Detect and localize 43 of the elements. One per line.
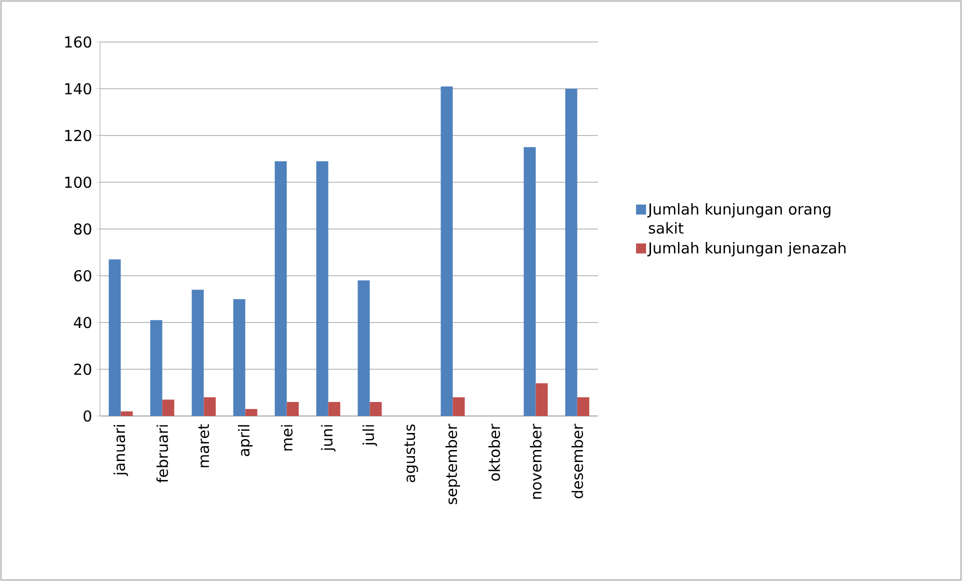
x-tick-label: juni [321,425,336,452]
bar [440,86,453,416]
x-tick-label: februari [156,425,168,483]
bar [316,161,328,416]
y-tick-label: 40 [74,316,92,328]
bar [120,411,133,416]
x-tick-label: september [446,424,460,504]
x-tick-label: oktober [488,424,500,481]
y-tick-label: 20 [74,364,92,375]
bar [274,161,287,416]
bar [233,299,246,416]
y-tick-label: 120 [65,130,92,142]
x-tick-label: november [530,424,542,499]
y-tick-label: 80 [74,223,92,235]
bar [452,397,465,416]
bar [204,397,216,416]
bar [245,408,258,416]
legend-label: Jumlah kunjungan jenazah [647,242,846,257]
bar [536,383,548,416]
x-tick-label: desember [571,424,584,498]
bar [162,400,174,416]
y-tick-label: 140 [65,83,92,94]
x-tick-label: juli [362,425,378,446]
bar [565,88,578,416]
bar [150,320,162,416]
x-tick-label: januari [114,425,128,476]
bar [370,402,382,416]
bar [286,402,299,416]
x-tick-label: april [238,425,253,456]
legend-label: Jumlah kunjungan orang sakit [647,203,830,234]
y-tick-label: 0 [84,410,92,422]
bar [328,402,340,416]
bar [577,397,590,416]
bar [108,259,121,416]
bar [192,290,204,416]
y-tick-label: 100 [65,176,92,188]
y-tick-label: 160 [65,36,92,48]
x-tick-label: agustus [404,424,418,482]
bar [358,280,370,416]
bar [524,147,536,416]
y-tick-label: 60 [74,270,92,282]
x-tick-label: mei [280,425,293,450]
x-tick-label: maret [198,424,210,468]
